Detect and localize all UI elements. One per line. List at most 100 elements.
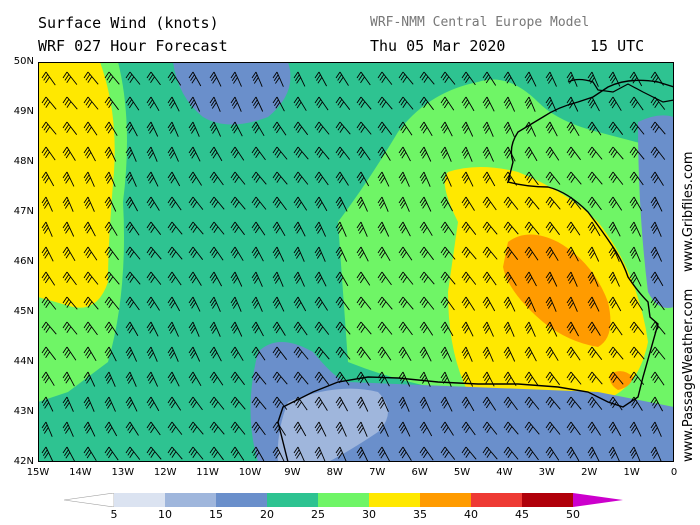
wind-barb	[104, 296, 120, 310]
wind-barb	[398, 271, 414, 285]
wind-barb	[377, 346, 392, 361]
wind-barb	[524, 171, 539, 186]
legend-swatch	[369, 493, 420, 507]
wind-barb	[104, 346, 117, 362]
wind-barb	[83, 371, 96, 387]
wind-barb	[419, 446, 434, 461]
wind-barb	[356, 121, 372, 135]
x-tick-label: 15W	[26, 467, 50, 478]
wind-barb	[272, 271, 284, 287]
wind-barb	[41, 121, 57, 135]
wind-barb	[272, 371, 288, 385]
wind-barb	[650, 446, 662, 462]
wind-barb	[503, 271, 517, 286]
wind-barb	[167, 121, 179, 137]
y-tick-label: 47N	[13, 206, 34, 217]
title-line1: Surface Wind (knots)	[38, 14, 219, 32]
wind-barb	[293, 96, 307, 111]
wind-barb	[62, 321, 78, 335]
zone-orange-core	[503, 234, 611, 347]
wind-barb	[272, 171, 288, 185]
wind-barb	[545, 146, 560, 161]
wind-barb	[398, 321, 413, 336]
wind-barb	[503, 321, 515, 337]
legend-swatch	[522, 493, 573, 507]
wind-barb	[587, 71, 599, 87]
wind-barb	[587, 446, 600, 462]
wind-barb	[650, 271, 664, 287]
wind-barb	[104, 196, 117, 212]
wind-barb	[335, 296, 350, 311]
wind-barb	[188, 296, 201, 312]
wind-barb	[629, 246, 641, 262]
wind-barb	[566, 196, 582, 210]
wind-barb	[356, 171, 370, 187]
wind-barb	[251, 146, 266, 161]
wind-barb	[587, 346, 603, 360]
model-name: WRF-NMM Central Europe Model	[370, 15, 590, 30]
wind-barb	[566, 121, 580, 137]
wind-barb	[188, 371, 202, 387]
wind-barb	[545, 271, 558, 287]
wind-barb	[566, 346, 581, 361]
wind-barb	[566, 96, 579, 112]
legend-max-arrow	[573, 493, 623, 507]
wind-barb	[524, 396, 540, 410]
wind-barb	[335, 371, 350, 386]
wind-barb	[503, 121, 515, 137]
wind-barb	[293, 396, 308, 411]
wind-barb	[83, 121, 98, 136]
wind-barb	[293, 121, 309, 136]
wind-barb	[482, 346, 494, 362]
wind-barb	[398, 246, 413, 261]
wind-barb	[251, 371, 267, 385]
wind-barb	[41, 96, 57, 110]
wind-barb	[545, 396, 561, 410]
x-tick-label: 11W	[196, 467, 219, 478]
wind-barb	[608, 421, 622, 437]
wind-barb	[482, 246, 498, 260]
wind-barb	[356, 421, 368, 437]
wind-barb	[503, 446, 519, 460]
wind-barb	[251, 346, 266, 361]
wind-barb	[419, 96, 434, 111]
wind-barb	[482, 146, 494, 162]
wind-barb	[272, 121, 287, 136]
wind-barb	[335, 121, 351, 135]
legend-swatch	[114, 493, 165, 507]
wind-barb	[482, 171, 496, 187]
wind-barb	[608, 196, 623, 211]
wind-barb	[524, 371, 539, 386]
wind-barb	[461, 221, 477, 235]
wind-barb	[587, 296, 600, 312]
wind-barb	[83, 71, 99, 85]
wind-barb	[125, 121, 138, 137]
wind-barb	[293, 71, 306, 87]
wind-barb	[503, 396, 518, 411]
wind-barb	[461, 271, 477, 285]
wind-barb	[146, 196, 160, 211]
wind-barb	[230, 396, 246, 410]
wind-barb	[188, 171, 202, 186]
wind-barb	[146, 221, 162, 235]
wind-barb	[524, 446, 539, 461]
wind-barb	[482, 121, 494, 137]
wind-barb	[482, 396, 497, 411]
wind-barb	[272, 96, 285, 112]
wind-barb	[83, 221, 96, 237]
x-tick-label: 10W	[238, 467, 262, 478]
wind-barb	[335, 396, 348, 412]
zone-blue-east	[638, 115, 674, 308]
wind-barb	[230, 71, 242, 87]
wind-barb	[125, 446, 141, 460]
x-tick-label: 14W	[69, 467, 92, 478]
wind-barb	[377, 371, 390, 387]
wind-barb	[419, 346, 432, 362]
legend-label: 40	[464, 508, 478, 521]
wind-barb	[461, 346, 473, 362]
wind-barb	[41, 296, 57, 310]
wind-barb	[482, 71, 497, 86]
wind-barb	[356, 296, 372, 310]
legend-label: 50	[566, 508, 580, 521]
wind-barb	[104, 171, 116, 187]
